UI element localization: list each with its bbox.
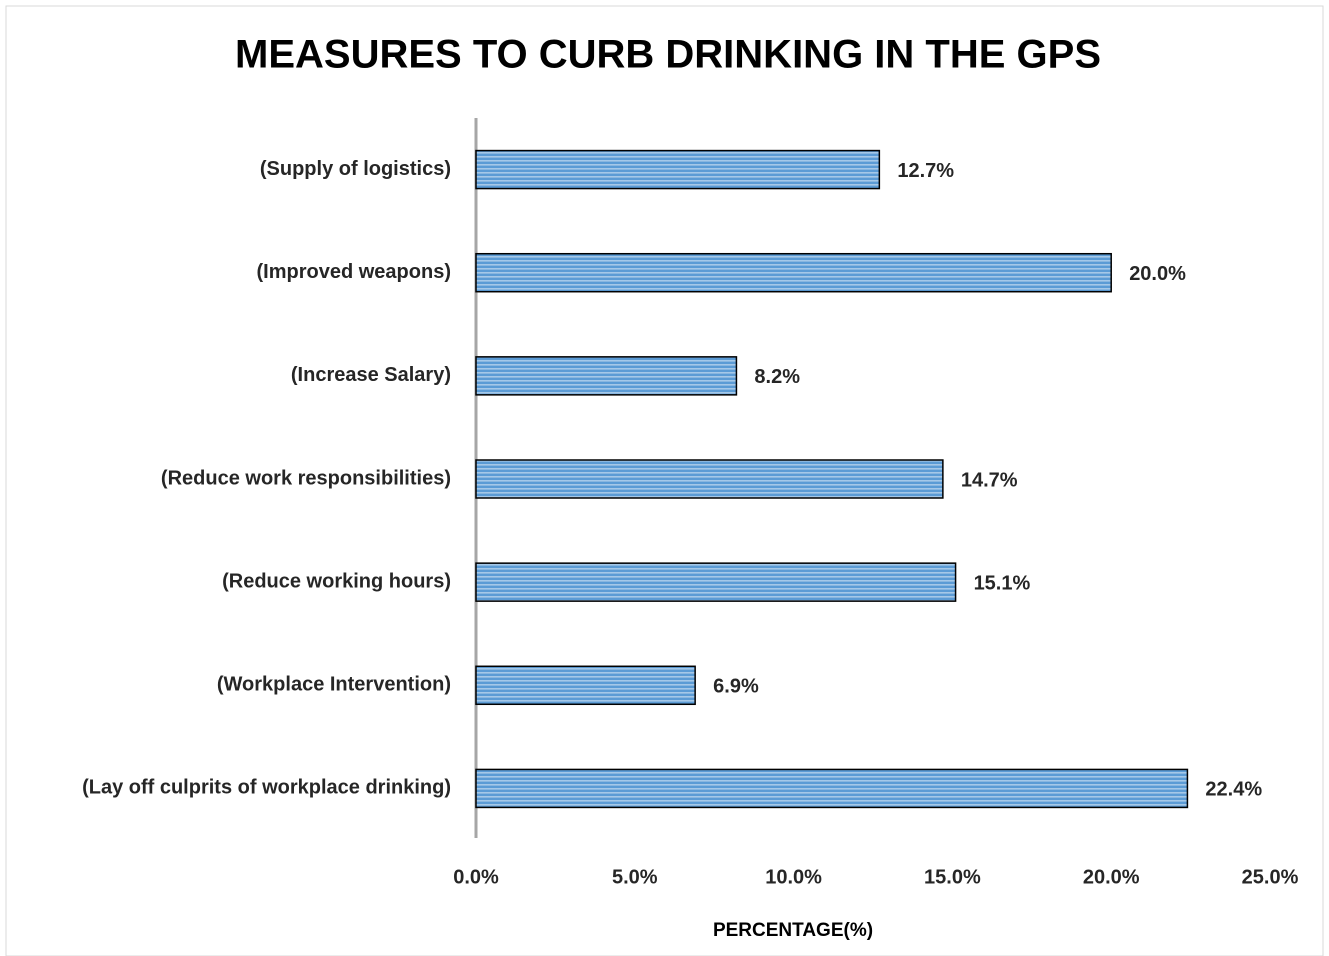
y-tick-label: (Reduce work responsibilities) bbox=[161, 467, 451, 489]
bar bbox=[475, 768, 1189, 809]
bar bbox=[475, 149, 881, 190]
y-tick-label: (Lay off culprits of workplace drinking) bbox=[82, 777, 451, 799]
y-tick-label: (Workplace Intervention) bbox=[217, 674, 451, 696]
bar bbox=[475, 665, 696, 706]
x-tick-label: 25.0% bbox=[1242, 866, 1299, 888]
data-label: 6.9% bbox=[713, 676, 759, 698]
x-axis-label: PERCENTAGE(%) bbox=[713, 920, 873, 941]
x-tick-label: 0.0% bbox=[453, 866, 499, 888]
x-tick-label: 15.0% bbox=[924, 866, 981, 888]
y-tick-label: (Supply of logistics) bbox=[260, 158, 451, 180]
data-label: 15.1% bbox=[974, 572, 1031, 594]
y-tick-label: (Reduce working hours) bbox=[222, 570, 451, 592]
data-label: 20.0% bbox=[1129, 263, 1186, 285]
data-label: 12.7% bbox=[897, 160, 954, 182]
x-tick-label: 20.0% bbox=[1083, 866, 1140, 888]
data-label: 8.2% bbox=[754, 366, 800, 388]
chart-title: MEASURES TO CURB DRINKING IN THE GPS bbox=[235, 33, 1101, 77]
x-tick-label: 10.0% bbox=[765, 866, 822, 888]
bar bbox=[475, 252, 1112, 293]
bar bbox=[475, 356, 738, 396]
bar bbox=[475, 562, 957, 602]
data-label: 22.4% bbox=[1205, 779, 1262, 801]
y-tick-label: (Improved weapons) bbox=[257, 261, 451, 283]
bar bbox=[475, 459, 944, 499]
y-tick-label: (Increase Salary) bbox=[291, 364, 451, 386]
data-label: 14.7% bbox=[961, 469, 1018, 491]
x-tick-label: 5.0% bbox=[612, 866, 658, 888]
